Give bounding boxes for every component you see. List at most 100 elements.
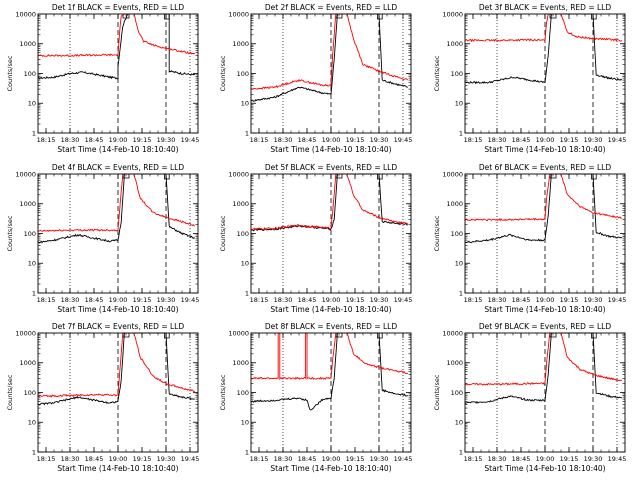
y-tick-label: 1000: [19, 359, 36, 367]
x-tick-label: 19:30: [370, 296, 389, 304]
plot-frame: [464, 13, 626, 134]
x-tick-label: 18:15: [464, 455, 483, 463]
y-tick-label: 10000: [15, 170, 36, 178]
series-line-events: [464, 13, 623, 85]
chart-panel-4: Det 4f BLACK = Events, RED = LLD Counts/s…: [6, 163, 199, 314]
x-tick-label: 19:00: [536, 296, 555, 304]
y-tick-label: 10000: [15, 10, 36, 18]
y-tick-label: 10: [28, 100, 36, 108]
x-tick-label: 19:30: [370, 136, 389, 144]
series-line-events: [37, 332, 195, 406]
x-tick-label: 19:00: [109, 136, 128, 144]
y-tick-label: 1000: [446, 40, 463, 48]
x-tick-label: 19:30: [370, 455, 389, 463]
chart-title: Det 8f BLACK = Events, RED = LLD: [265, 322, 398, 331]
interval-marker: [164, 333, 170, 339]
x-tick-label: 19:30: [157, 455, 176, 463]
y-tick-label: 10000: [228, 10, 249, 18]
chart-title: Det 9f BLACK = Events, RED = LLD: [479, 322, 612, 331]
y-tick-label: 1000: [232, 359, 249, 367]
y-tick-label: 1: [245, 448, 249, 456]
series-line-lld: [37, 173, 195, 232]
y-tick-label: 10: [241, 100, 249, 108]
series-line-lld: [250, 173, 408, 231]
x-tick-label: 18:15: [250, 136, 269, 144]
series-line-events: [37, 13, 196, 80]
x-tick-label: 18:30: [488, 136, 507, 144]
x-tick-label: 19:45: [608, 455, 627, 463]
x-tick-label: 19:30: [157, 136, 176, 144]
y-tick-label: 10000: [228, 170, 249, 178]
x-tick-label: 19:15: [346, 136, 365, 144]
x-tick-label: 18:15: [464, 136, 483, 144]
x-tick-label: 19:00: [109, 455, 128, 463]
series-line-lld: [250, 332, 409, 381]
y-axis-label: Counts/sec: [433, 374, 441, 410]
x-tick-label: 19:15: [560, 136, 579, 144]
series-line-events: [37, 173, 196, 244]
chart-panel-8: Det 8f BLACK = Events, RED = LLD Counts/s…: [219, 322, 412, 473]
x-axis-label: Start Time (14-Feb-10 18:10:40): [270, 145, 391, 154]
x-tick-label: 18:15: [37, 136, 56, 144]
y-tick-label: 100: [237, 389, 249, 397]
y-tick-label: 1: [32, 129, 36, 137]
y-axis-label: Counts/sec: [6, 55, 14, 91]
x-axis-label: Start Time (14-Feb-10 18:10:40): [270, 464, 391, 473]
y-tick-label: 1000: [446, 200, 463, 208]
x-tick-label: 18:15: [464, 296, 483, 304]
plot-frame: [250, 173, 412, 294]
plot-frame: [37, 13, 199, 134]
x-tick-label: 19:00: [322, 296, 341, 304]
y-tick-label: 1000: [232, 40, 249, 48]
chart-title: Det 5f BLACK = Events, RED = LLD: [265, 163, 398, 172]
chart-panel-3: Det 3f BLACK = Events, RED = LLD Counts/s…: [433, 3, 626, 154]
x-tick-label: 18:15: [250, 296, 269, 304]
chart-title: Det 1f BLACK = Events, RED = LLD: [52, 3, 185, 12]
y-tick-label: 100: [24, 70, 36, 78]
interval-marker: [377, 14, 383, 20]
chart-panel-1: Det 1f BLACK = Events, RED = LLD Counts/s…: [6, 3, 199, 154]
series-line-events: [464, 332, 623, 404]
x-axis-label: Start Time (14-Feb-10 18:10:40): [484, 145, 605, 154]
y-tick-label: 100: [24, 389, 36, 397]
series-line-lld: [464, 13, 623, 43]
x-tick-label: 18:30: [61, 136, 80, 144]
x-axis-label: Start Time (14-Feb-10 18:10:40): [484, 305, 605, 314]
x-tick-label: 19:30: [157, 296, 176, 304]
interval-marker: [591, 333, 597, 339]
x-tick-label: 19:00: [536, 136, 555, 144]
chart-title: Det 6f BLACK = Events, RED = LLD: [479, 163, 612, 172]
y-tick-label: 1000: [19, 40, 36, 48]
chart-title: Det 2f BLACK = Events, RED = LLD: [265, 3, 398, 12]
y-axis-label: Counts/sec: [219, 55, 227, 91]
x-tick-label: 18:45: [85, 136, 104, 144]
x-tick-label: 19:00: [322, 136, 341, 144]
y-tick-label: 100: [451, 230, 463, 238]
plot-frame: [464, 173, 626, 294]
y-tick-label: 10: [241, 419, 249, 427]
x-tick-label: 19:00: [536, 455, 555, 463]
y-tick-label: 1: [32, 448, 36, 456]
y-tick-label: 100: [237, 230, 249, 238]
y-tick-label: 1000: [446, 359, 463, 367]
series-line-lld: [250, 13, 409, 90]
x-axis-label: Start Time (14-Feb-10 18:10:40): [57, 305, 178, 314]
x-axis-label: Start Time (14-Feb-10 18:10:40): [57, 464, 178, 473]
y-tick-label: 10: [28, 260, 36, 268]
series-line-lld: [37, 13, 196, 58]
interval-marker: [591, 14, 597, 20]
interval-marker: [549, 14, 557, 19]
x-tick-label: 19:15: [346, 296, 365, 304]
x-tick-label: 19:45: [394, 455, 413, 463]
series-line-lld: [464, 173, 622, 222]
y-tick-label: 100: [451, 389, 463, 397]
plot-frame: [250, 332, 412, 453]
y-tick-label: 1: [459, 448, 463, 456]
y-tick-label: 1: [459, 289, 463, 297]
chart-title: Det 7f BLACK = Events, RED = LLD: [52, 322, 185, 331]
y-tick-label: 100: [24, 230, 36, 238]
x-tick-label: 19:15: [133, 455, 152, 463]
interval-marker: [164, 174, 170, 180]
x-tick-label: 19:15: [346, 455, 365, 463]
